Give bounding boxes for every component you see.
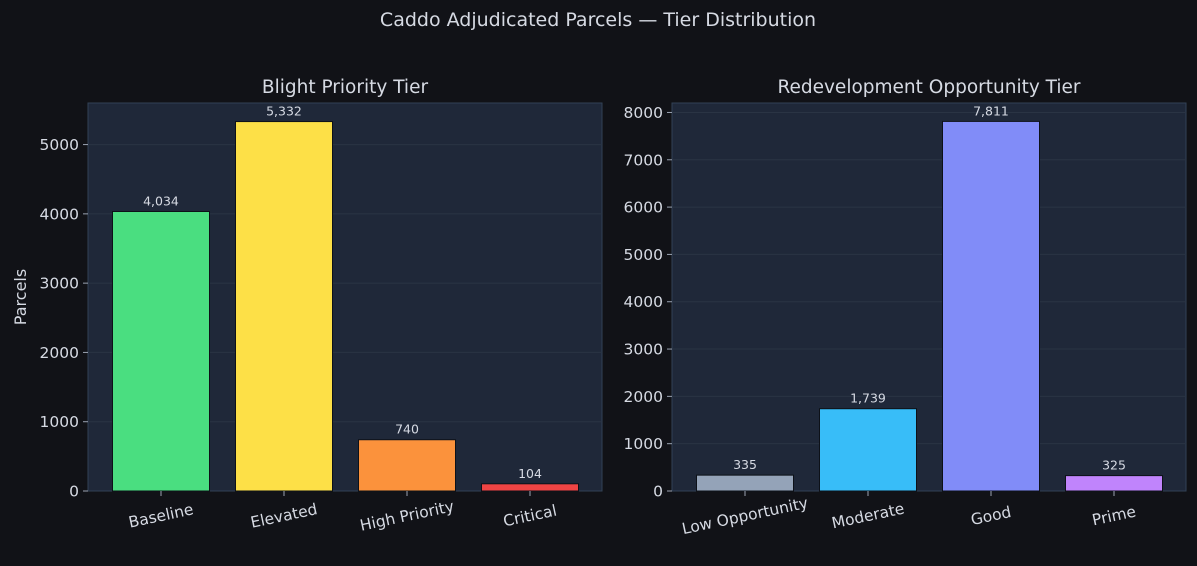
y-tick-label: 4000 — [40, 205, 79, 223]
y-tick-label: 0 — [69, 483, 79, 501]
plot-area — [671, 102, 1187, 492]
y-tick-label: 2000 — [40, 344, 79, 362]
data-label: 325 — [1102, 458, 1126, 473]
data-label: 104 — [518, 466, 542, 481]
y-tick-label: 6000 — [624, 199, 663, 217]
data-label: 740 — [395, 422, 419, 437]
y-tick-label: 3000 — [624, 341, 663, 359]
bar-prime — [1065, 475, 1163, 492]
bar-good — [942, 120, 1040, 492]
y-tick-label: 2000 — [624, 388, 663, 406]
chart-title-redevelopment: Redevelopment Opportunity Tier — [777, 77, 1080, 98]
bar-moderate — [819, 408, 917, 492]
bar-high-priority — [358, 439, 456, 492]
y-tick-label: 5000 — [40, 136, 79, 154]
y-tick-label: 5000 — [624, 246, 663, 264]
bar-low-opportunity — [696, 474, 794, 492]
y-tick-label: 8000 — [624, 104, 663, 122]
data-label: 7,811 — [973, 103, 1009, 118]
y-tick-label: 3000 — [40, 275, 79, 293]
bar-baseline — [112, 211, 210, 492]
figure-title: Caddo Adjudicated Parcels — Tier Distrib… — [380, 9, 816, 31]
y-tick-label: 1000 — [40, 413, 79, 431]
data-label: 335 — [733, 457, 757, 472]
y-tick-label: 1000 — [624, 435, 663, 453]
data-label: 5,332 — [266, 104, 302, 119]
y-axis-label-blight: Parcels — [11, 269, 30, 325]
y-tick-label: 7000 — [624, 151, 663, 169]
y-tick-label: 0 — [653, 483, 663, 501]
chart-redevelopment-opportunity-tier: Redevelopment Opportunity Tier 0 1000 2000… — [624, 77, 1187, 538]
bar-elevated — [235, 121, 333, 492]
data-label: 4,034 — [143, 194, 179, 209]
chart-title-blight: Blight Priority Tier — [262, 77, 429, 98]
chart-blight-priority-tier: Blight Priority Tier Parcels 0 1000 2000 30… — [11, 77, 603, 535]
bar-critical — [481, 483, 579, 492]
y-tick-label: 4000 — [624, 293, 663, 311]
data-label: 1,739 — [850, 391, 886, 406]
